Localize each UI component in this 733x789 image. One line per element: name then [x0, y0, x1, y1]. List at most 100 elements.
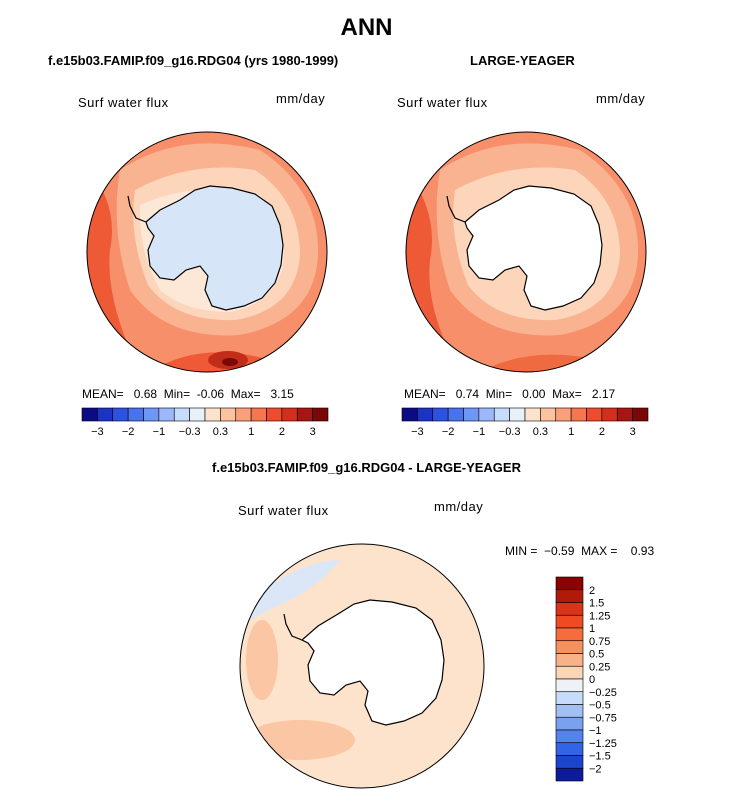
- diff-colorbar-tick-2: 1.25: [589, 610, 610, 622]
- panel1-colorbar-tick-3: −0.3: [179, 426, 201, 438]
- panel1-colorbar-tick-2: −1: [153, 426, 166, 438]
- panel1-min-value: -0.06: [196, 387, 225, 401]
- panel2-colorbar-box-11: [570, 407, 587, 422]
- diff-colorbar-box-4: [555, 627, 584, 642]
- panel1-min-label: Min=: [163, 387, 191, 401]
- panel2-units: mm/day: [596, 91, 646, 106]
- diff-colorbar-tick-13: −1.5: [589, 751, 611, 763]
- panel1-colorbar-box-1: [97, 407, 114, 422]
- panel1-stats: MEAN= 0.68 Min= -0.06 Max= 3.15: [82, 387, 294, 401]
- diff-map: [239, 543, 485, 789]
- diff-negative-patch: [250, 560, 340, 620]
- diff-colorbar-box-3: [555, 614, 584, 629]
- diff-colorbar-tick-6: 0.25: [589, 661, 610, 673]
- panel1-colorbar-box-4: [143, 407, 160, 422]
- diff-colorbar-tick-14: −2: [589, 763, 602, 775]
- panel2-min-value: 0.00: [522, 387, 546, 401]
- panel1-colorbar-box-13: [281, 407, 298, 422]
- panel2-colorbar-box-6: [493, 407, 510, 422]
- panel2-min-label: Min=: [485, 387, 513, 401]
- panel2-variable: Surf water flux: [397, 95, 488, 110]
- panel2-colorbar-tick-7: 3: [630, 426, 636, 438]
- panel1-colorbar-tick-0: −3: [91, 426, 104, 438]
- panel2-colorbar-tick-4: 0.3: [533, 426, 548, 438]
- panel1-map-border: [86, 131, 328, 373]
- panel2-colorbar-box-15: [632, 407, 649, 422]
- diff-min-value: −0.59: [544, 544, 575, 558]
- diff-map-border: [239, 543, 485, 789]
- diff-colorbar-tick-3: 1: [589, 623, 595, 635]
- panel1-colorbar-box-12: [266, 407, 283, 422]
- panel1-colorbar-box-8: [204, 407, 221, 422]
- panel1-colorbar-box-10: [235, 407, 252, 422]
- panel2-colorbar-tick-0: −3: [411, 426, 424, 438]
- diff-stats: MIN = −0.59 MAX = 0.93: [505, 544, 654, 558]
- panel1-colorbar-box-11: [250, 407, 267, 422]
- panel1-peninsula: [127, 195, 147, 223]
- panel1-colorbar-box-2: [112, 407, 129, 422]
- panel2-max-label: Max=: [552, 387, 582, 401]
- panel1-colorbar-box-14: [296, 407, 313, 422]
- diff-positive-patch-west: [246, 620, 278, 700]
- diff-colorbar-tick-8: −0.25: [589, 687, 617, 699]
- panel2-colorbar-box-14: [616, 407, 633, 422]
- panel2-colorbar-box-12: [586, 407, 603, 422]
- panel1-max-core: [222, 358, 238, 366]
- panel2-max-value: 2.17: [591, 387, 616, 401]
- panel2-title: LARGE-YEAGER: [470, 53, 575, 68]
- panel2-colorbar-box-5: [478, 407, 495, 422]
- panel2-stats: MEAN= 0.74 Min= 0.00 Max= 2.17: [404, 387, 615, 401]
- panel2-peninsula: [446, 195, 466, 223]
- panel2-mean-value: 0.74: [455, 387, 480, 401]
- panel2-colorbar-box-9: [540, 407, 557, 422]
- panel1-colorbar-tick-4: 0.3: [213, 426, 228, 438]
- diff-positive-patch-south: [245, 720, 355, 760]
- panel1-antarctica: [145, 185, 284, 311]
- panel1-max-label: Max=: [230, 387, 261, 401]
- panel1-colorbar: −3 −2 −1 −0.3 0.3 1 2 3: [81, 407, 329, 438]
- diff-colorbar-box-12: [555, 729, 584, 744]
- diff-units: mm/day: [434, 499, 484, 514]
- panel2-colorbar-box-4: [463, 407, 480, 422]
- panel2-map-border: [405, 131, 647, 373]
- diff-colorbar-box-1: [555, 589, 584, 603]
- diff-colorbar-box-11: [555, 716, 584, 731]
- diff-title: f.e15b03.FAMIP.f09_g16.RDG04 - LARGE-YEA…: [212, 460, 521, 475]
- panel1-colorbar-box-3: [127, 407, 144, 422]
- panel1-colorbar-tick-7: 3: [310, 426, 316, 438]
- panel1-colorbar-tick-1: −2: [122, 426, 135, 438]
- panel1-colorbar-tick-6: 2: [279, 426, 285, 438]
- panel1-colorbar-box-15: [312, 407, 329, 422]
- diff-colorbar: 21.51.2510.750.50.250−0.25−0.5−0.75−1−1.…: [555, 576, 617, 782]
- panel1-colorbar-box-9: [220, 407, 237, 422]
- diff-colorbar-box-14: [555, 755, 584, 769]
- diff-colorbar-box-2: [555, 602, 584, 616]
- panel1-units: mm/day: [276, 91, 326, 106]
- panel2-colorbar-box-0: [401, 407, 418, 422]
- diff-min-label: MIN =: [505, 544, 538, 558]
- panel2-map: [405, 131, 647, 373]
- panel2-colorbar-box-2: [432, 407, 449, 422]
- diff-colorbar-tick-7: 0: [589, 674, 595, 686]
- diff-colorbar-tick-1: 1.5: [589, 598, 604, 610]
- panel1-colorbar-tick-5: 1: [248, 426, 254, 438]
- panel2-colorbar-tick-2: −1: [473, 426, 486, 438]
- panel2-colorbar-box-13: [601, 407, 618, 422]
- diff-colorbar-box-13: [555, 742, 584, 756]
- diff-colorbar-tick-0: 2: [589, 585, 595, 597]
- diff-colorbar-box-8: [555, 678, 584, 693]
- panel1-colorbar-box-7: [189, 407, 206, 422]
- panel1-mean-value: 0.68: [133, 387, 158, 401]
- panel1-colorbar-box-6: [173, 407, 190, 422]
- diff-colorbar-box-10: [555, 704, 584, 718]
- diff-colorbar-box-7: [555, 665, 584, 680]
- diff-colorbar-tick-9: −0.5: [589, 700, 611, 712]
- panel1-title: f.e15b03.FAMIP.f09_g16.RDG04 (yrs 1980-1…: [48, 53, 339, 68]
- panel2-colorbar-box-8: [524, 407, 541, 422]
- panel2-colorbar: −3 −2 −1 −0.3 0.3 1 2 3: [401, 407, 649, 438]
- panel1-mean-label: MEAN=: [82, 387, 124, 401]
- diff-colorbar-tick-12: −1.25: [589, 738, 617, 750]
- panel2-colorbar-tick-5: 1: [568, 426, 574, 438]
- diff-colorbar-tick-10: −0.75: [589, 712, 617, 724]
- panel2-antarctica: [464, 185, 603, 311]
